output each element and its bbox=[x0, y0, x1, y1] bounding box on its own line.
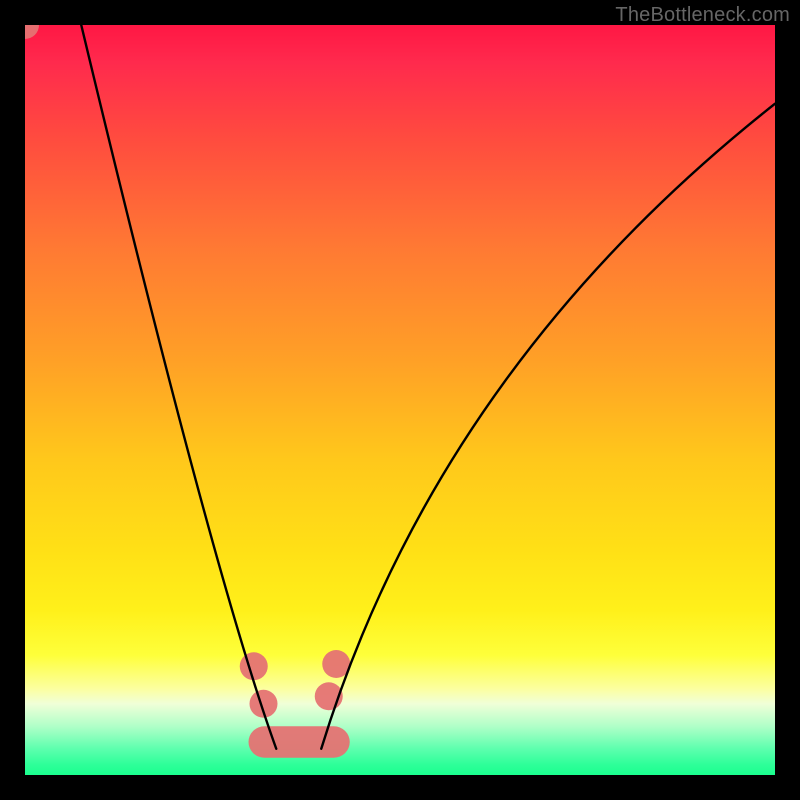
valley-dot-left_upper bbox=[240, 652, 268, 680]
chart-plot-area bbox=[25, 25, 775, 775]
watermark-text: TheBottleneck.com bbox=[615, 4, 790, 27]
bottleneck-chart bbox=[25, 25, 775, 775]
gradient-background bbox=[25, 25, 775, 775]
valley-base bbox=[249, 726, 350, 758]
